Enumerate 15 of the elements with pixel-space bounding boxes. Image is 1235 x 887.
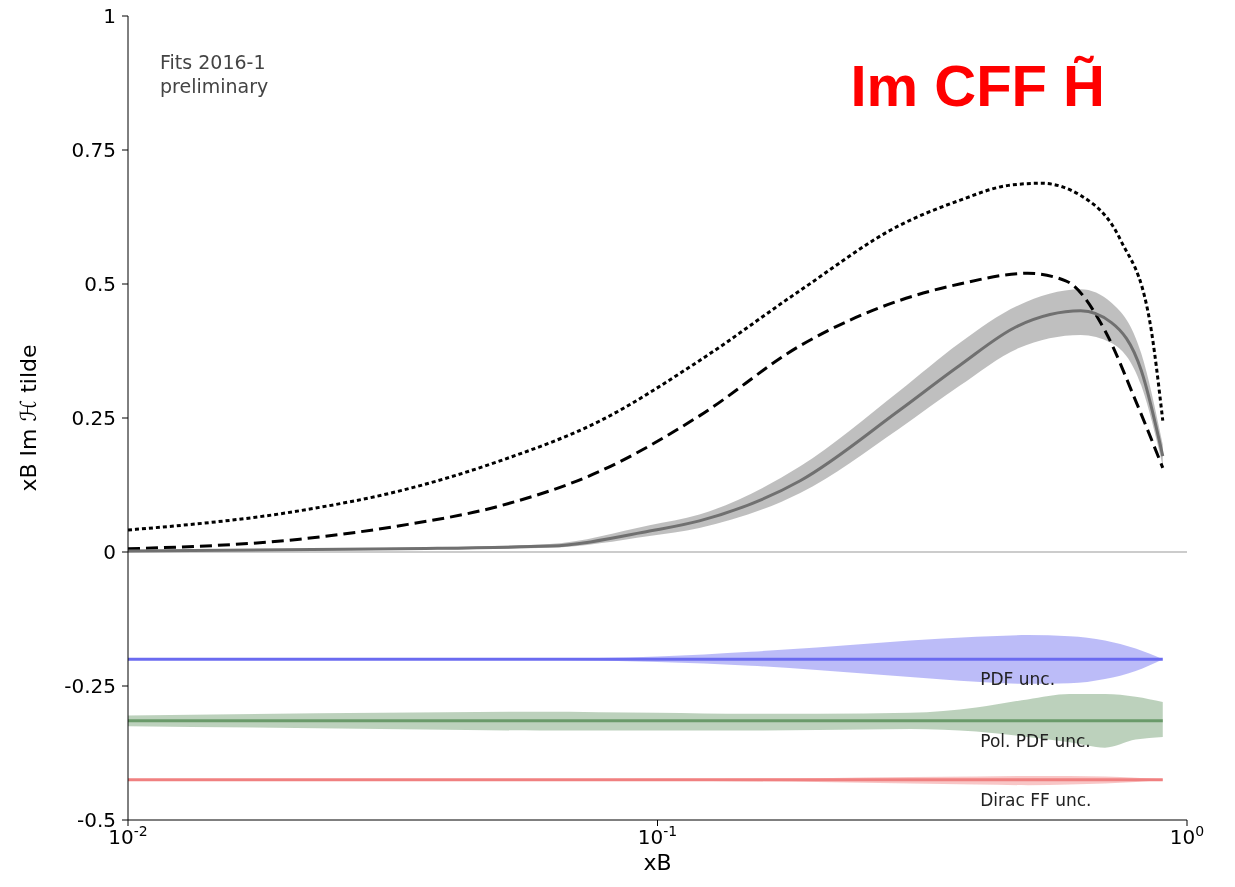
text: Im CFF H̃ bbox=[850, 52, 1105, 119]
y-tick-label: 0.75 bbox=[71, 138, 116, 162]
y-tick-label: -0.25 bbox=[64, 674, 116, 698]
y-tick-label: 1 bbox=[103, 4, 116, 28]
y-axis-title: xB Im ℋ tilde bbox=[15, 344, 41, 492]
series-label: PDF unc. bbox=[980, 669, 1056, 690]
y-tick-label: 0.5 bbox=[84, 272, 116, 296]
y-tick-label: 0 bbox=[103, 540, 116, 564]
x-tick-label: 10$^{0}$ bbox=[1169, 823, 1205, 849]
x-axis-title: xB bbox=[643, 850, 672, 875]
annotation: Fits 2016-1 preliminary bbox=[160, 50, 269, 98]
series-label: Dirac FF unc. bbox=[980, 789, 1092, 810]
series-label: Pol. PDF unc. bbox=[980, 730, 1091, 751]
y-tick-label: 0.25 bbox=[71, 406, 116, 430]
x-tick-label: 10$^{-1}$ bbox=[637, 823, 678, 849]
